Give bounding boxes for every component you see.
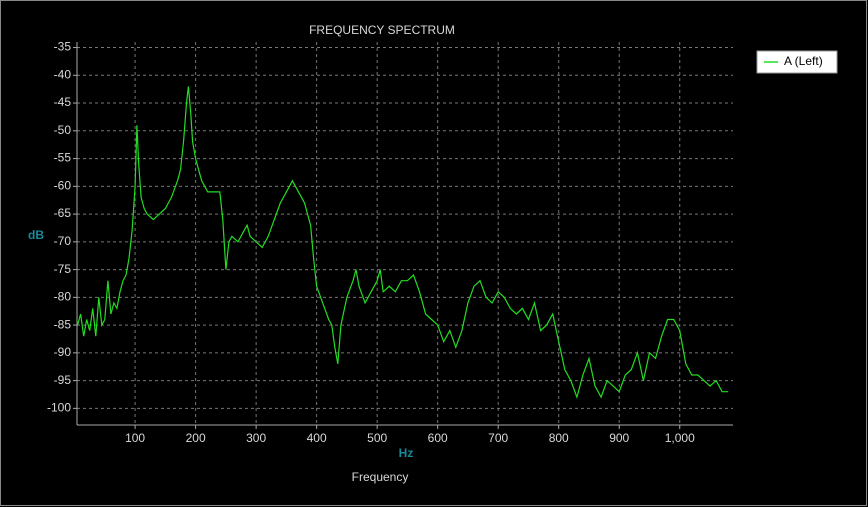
x-tick-label: 500 [367, 431, 387, 445]
x-tick-label: 600 [428, 431, 448, 445]
y-tick-label: -50 [54, 123, 72, 137]
x-tick-label: 800 [549, 431, 569, 445]
y-tick-label: -35 [54, 40, 72, 54]
x-axis-unit: Hz [399, 446, 414, 460]
x-tick-label: 400 [307, 431, 327, 445]
chart-title: FREQUENCY SPECTRUM [309, 23, 455, 37]
y-tick-label: -85 [54, 317, 72, 331]
x-axis-label: Frequency [352, 470, 409, 484]
y-tick-label: -65 [54, 206, 72, 220]
y-tick-label: -100 [47, 401, 71, 415]
y-tick-label: -60 [54, 178, 72, 192]
series-line [77, 86, 729, 400]
x-tick-label: 700 [488, 431, 508, 445]
x-tick-label: 200 [186, 431, 206, 445]
y-tick-label: -45 [54, 95, 72, 109]
x-tick-label: 300 [246, 431, 266, 445]
y-tick-label: -40 [54, 67, 72, 81]
y-tick-label: -90 [54, 345, 72, 359]
y-tick-label: -55 [54, 151, 72, 165]
y-tick-label: -80 [54, 290, 72, 304]
y-tick-label: -70 [54, 234, 72, 248]
x-tick-label: 1,000 [665, 431, 695, 445]
y-tick-label: -95 [54, 373, 72, 387]
x-tick-label: 900 [609, 431, 629, 445]
y-tick-label: -75 [54, 262, 72, 276]
legend-label: A (Left) [784, 54, 823, 68]
x-tick-label: 100 [125, 431, 145, 445]
legend-box [756, 50, 838, 74]
y-axis-unit: dB [28, 228, 44, 242]
